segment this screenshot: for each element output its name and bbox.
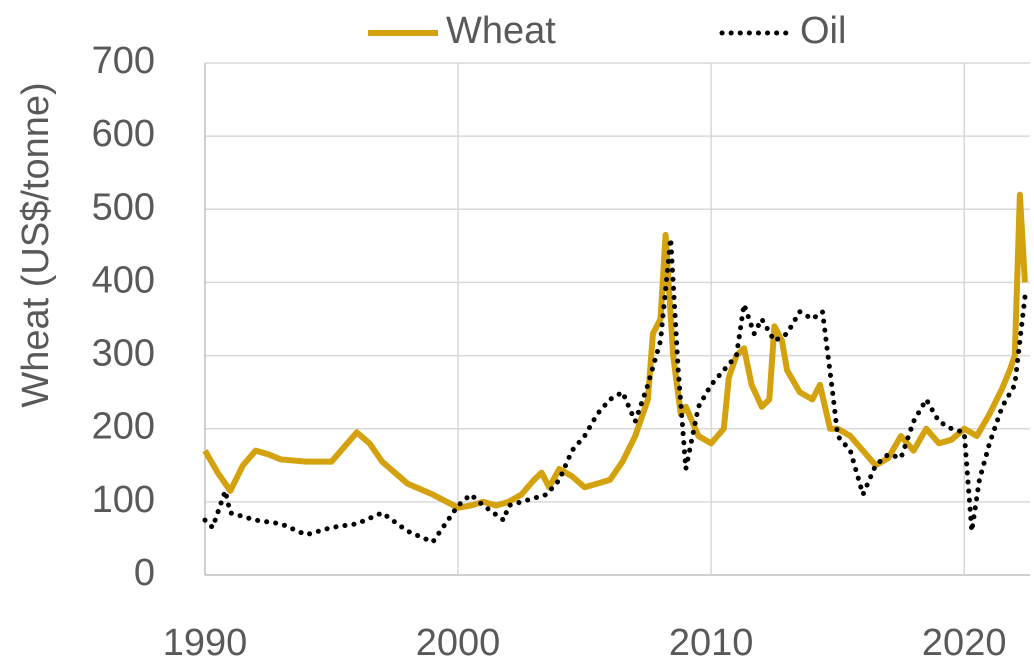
series-line <box>202 191 1028 511</box>
y-tick-label: 0 <box>134 552 155 594</box>
legend-label: Wheat <box>446 10 556 52</box>
legend-label: Oil <box>800 10 846 52</box>
y-tick-label: 700 <box>92 40 155 82</box>
x-tick-label: 2010 <box>669 622 754 664</box>
y-tick-label: 200 <box>92 406 155 448</box>
y-axis-label: Wheat (US$/tonne) <box>15 82 57 407</box>
x-tick-label: 2000 <box>416 622 501 664</box>
y-tick-label: 500 <box>92 186 155 228</box>
y-tick-label: 300 <box>92 333 155 375</box>
series-line <box>202 238 1028 546</box>
y-tick-label: 400 <box>92 259 155 301</box>
x-tick-label: 1990 <box>163 622 248 664</box>
y-tick-label: 100 <box>92 479 155 521</box>
x-tick-label: 2020 <box>922 622 1007 664</box>
y-tick-label: 600 <box>92 113 155 155</box>
